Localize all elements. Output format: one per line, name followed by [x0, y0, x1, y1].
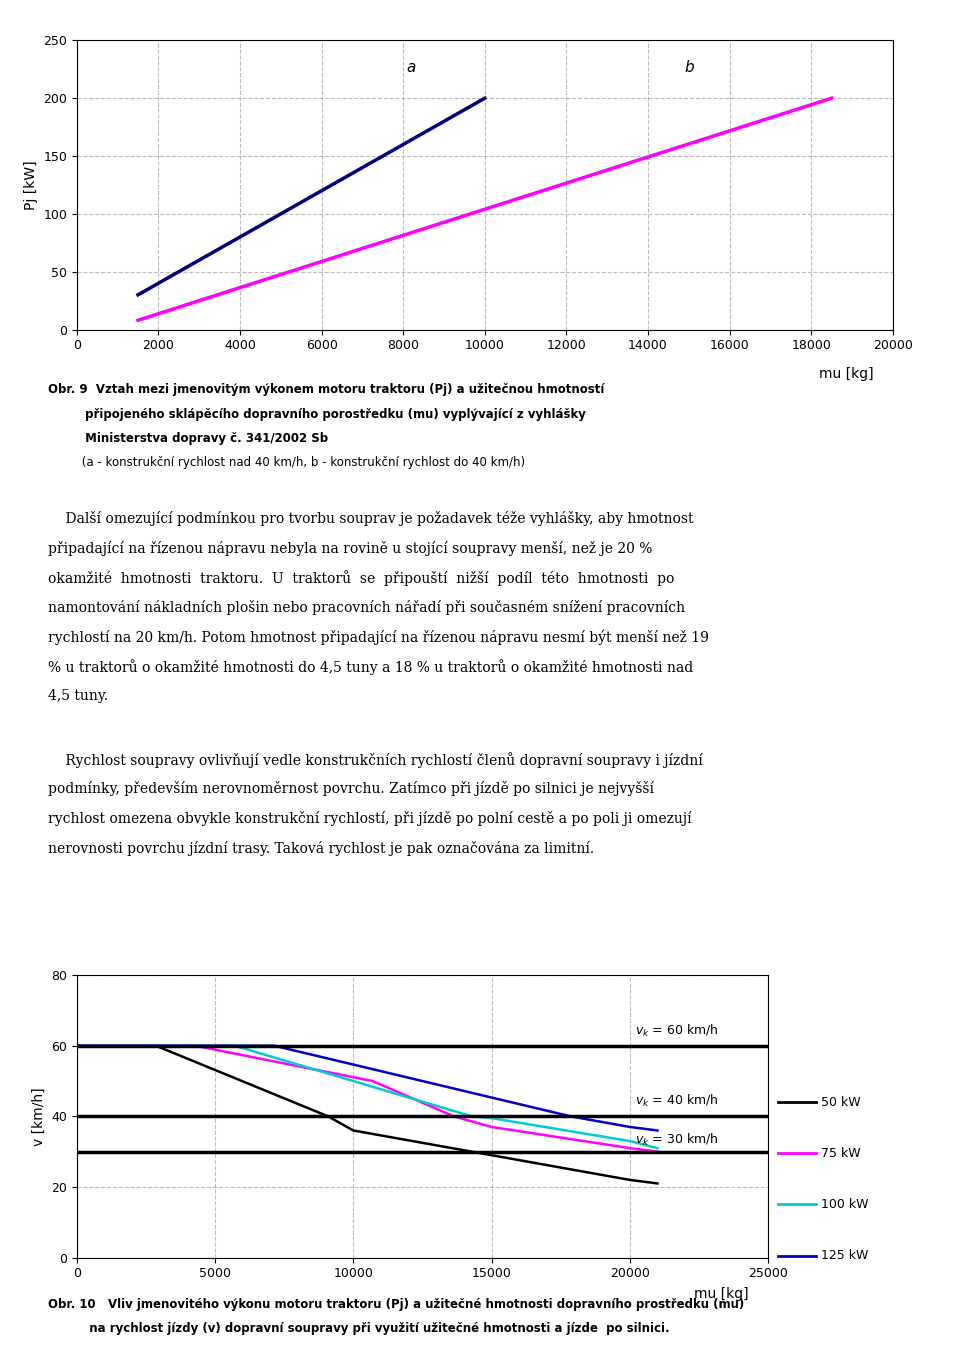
Text: nerovnosti povrchu jízdní trasy. Taková rychlost je pak označována za limitní.: nerovnosti povrchu jízdní trasy. Taková … [48, 841, 594, 855]
Text: okamžité  hmotnosti  traktoru.  U  traktorů  se  připouští  nižší  podíl  této  : okamžité hmotnosti traktoru. U traktorů … [48, 570, 674, 586]
Text: připojeného sklápěcího dopravního porostředku (mu) vyplývající z vyhlášky: připojeného sklápěcího dopravního porost… [48, 408, 586, 421]
Text: mu [kg]: mu [kg] [694, 1287, 749, 1301]
Text: 75 kW: 75 kW [821, 1147, 860, 1159]
Text: Ministerstva dopravy č. 341/2002 Sb: Ministerstva dopravy č. 341/2002 Sb [48, 432, 328, 445]
Text: $v_k$ = 30 km/h: $v_k$ = 30 km/h [636, 1132, 719, 1149]
Text: (a - konstrukční rychlost nad 40 km/h, b - konstrukční rychlost do 40 km/h): (a - konstrukční rychlost nad 40 km/h, b… [48, 456, 525, 469]
Text: b: b [684, 61, 694, 75]
Text: připadající na řízenou nápravu nebyla na rovině u stojící soupravy menší, než je: připadající na řízenou nápravu nebyla na… [48, 541, 653, 555]
Text: Obr. 9  Vztah mezi jmenovitým výkonem motoru traktoru (Pj) a užitečnou hmotností: Obr. 9 Vztah mezi jmenovitým výkonem mot… [48, 383, 605, 397]
Text: rychlost omezena obvykle konstrukční rychlostí, při jízdě po polní cestě a po po: rychlost omezena obvykle konstrukční ryc… [48, 811, 691, 826]
Y-axis label: v [km/h]: v [km/h] [32, 1087, 45, 1146]
Y-axis label: Pj [kW]: Pj [kW] [24, 160, 37, 210]
Text: 125 kW: 125 kW [821, 1250, 868, 1262]
Text: a: a [407, 61, 416, 75]
Text: $v_k$ = 40 km/h: $v_k$ = 40 km/h [636, 1093, 719, 1110]
Text: 100 kW: 100 kW [821, 1198, 868, 1210]
Text: na rychlost jízdy (v) dopravní soupravy při využití užitečné hmotnosti a jízde  : na rychlost jízdy (v) dopravní soupravy … [48, 1322, 670, 1336]
Text: namontování nákladních plošin nebo pracovních nářadí při současném snížení praco: namontování nákladních plošin nebo praco… [48, 600, 685, 615]
Text: Další omezující podmínkou pro tvorbu souprav je požadavek téže vyhlášky, aby hmo: Další omezující podmínkou pro tvorbu sou… [48, 511, 693, 526]
Text: % u traktorů o okamžité hmotnosti do 4,5 tuny a 18 % u traktorů o okamžité hmotn: % u traktorů o okamžité hmotnosti do 4,5… [48, 659, 693, 675]
Text: Obr. 10   Vliv jmenovitého výkonu motoru traktoru (Pj) a užitečné hmotnosti dopr: Obr. 10 Vliv jmenovitého výkonu motoru t… [48, 1298, 744, 1311]
Text: rychlostí na 20 km/h. Potom hmotnost připadající na řízenou nápravu nesmí být me: rychlostí na 20 km/h. Potom hmotnost při… [48, 629, 708, 646]
Text: Rychlost soupravy ovlivňují vedle konstrukčních rychlostí členů dopravní souprav: Rychlost soupravy ovlivňují vedle konstr… [48, 752, 703, 768]
Text: podmínky, především nerovnoměrnost povrchu. Zatímco při jízdě po silnici je nejv: podmínky, především nerovnoměrnost povrc… [48, 781, 654, 796]
Text: mu [kg]: mu [kg] [819, 367, 874, 381]
Text: 4,5 tuny.: 4,5 tuny. [48, 689, 108, 702]
Text: $v_k$ = 60 km/h: $v_k$ = 60 km/h [636, 1022, 719, 1038]
Text: 50 kW: 50 kW [821, 1096, 860, 1108]
